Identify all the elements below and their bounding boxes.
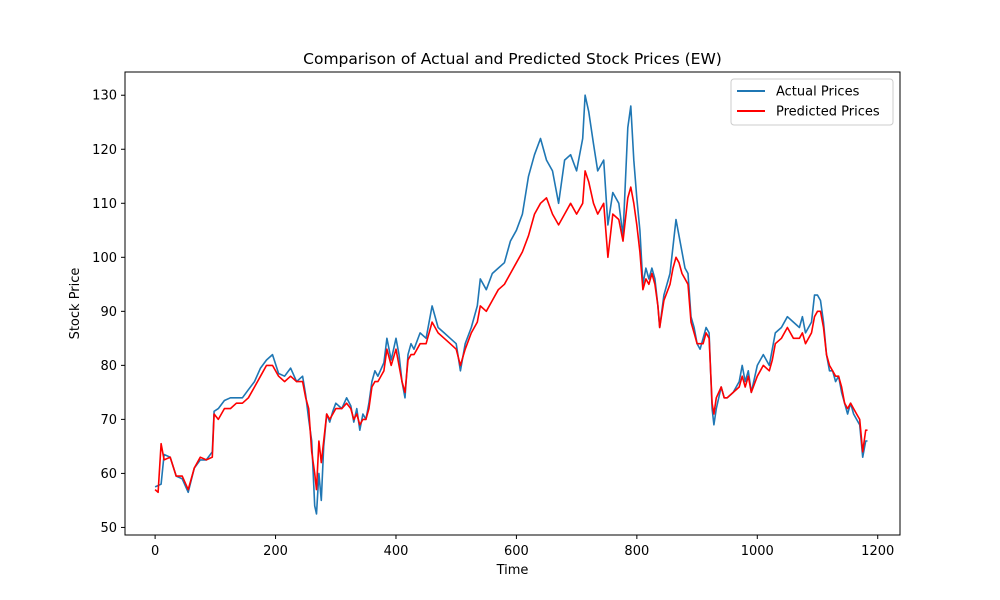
legend: Actual Prices Predicted Prices (730, 78, 894, 126)
y-axis: 50 60 70 80 90 100 110 120 130 (92, 89, 125, 536)
y-axis-label: Stock Price (68, 268, 83, 340)
x-axis-label: Time (496, 563, 529, 578)
x-tick-label: 400 (384, 544, 409, 559)
y-tick-label: 90 (100, 305, 117, 320)
axes-border (124, 71, 901, 536)
x-tick-label: 1200 (861, 544, 894, 559)
y-tick-label: 70 (100, 413, 117, 428)
legend-label: Predicted Prices (776, 105, 880, 120)
y-tick-label: 120 (92, 143, 117, 158)
plot-area (125, 72, 900, 535)
x-axis: 0 200 400 600 800 1000 1200 (151, 535, 894, 559)
y-tick-label: 130 (92, 89, 117, 104)
x-tick-label: 200 (263, 544, 288, 559)
y-tick-label: 60 (100, 467, 117, 482)
y-tick-label: 100 (92, 251, 117, 266)
legend-label: Actual Prices (776, 85, 860, 100)
chart-title: Comparison of Actual and Predicted Stock… (303, 50, 722, 68)
legend-box (730, 78, 894, 126)
series-lines (154, 94, 868, 515)
x-tick-label: 1000 (741, 544, 774, 559)
plot-frame (124, 71, 901, 536)
y-tick-label: 50 (100, 521, 117, 536)
y-tick-label: 110 (92, 197, 117, 212)
y-tick-label: 80 (100, 359, 117, 374)
x-tick-label: 0 (151, 544, 159, 559)
x-tick-label: 800 (624, 544, 649, 559)
x-tick-label: 600 (504, 544, 529, 559)
series-line-2 (154, 170, 868, 494)
